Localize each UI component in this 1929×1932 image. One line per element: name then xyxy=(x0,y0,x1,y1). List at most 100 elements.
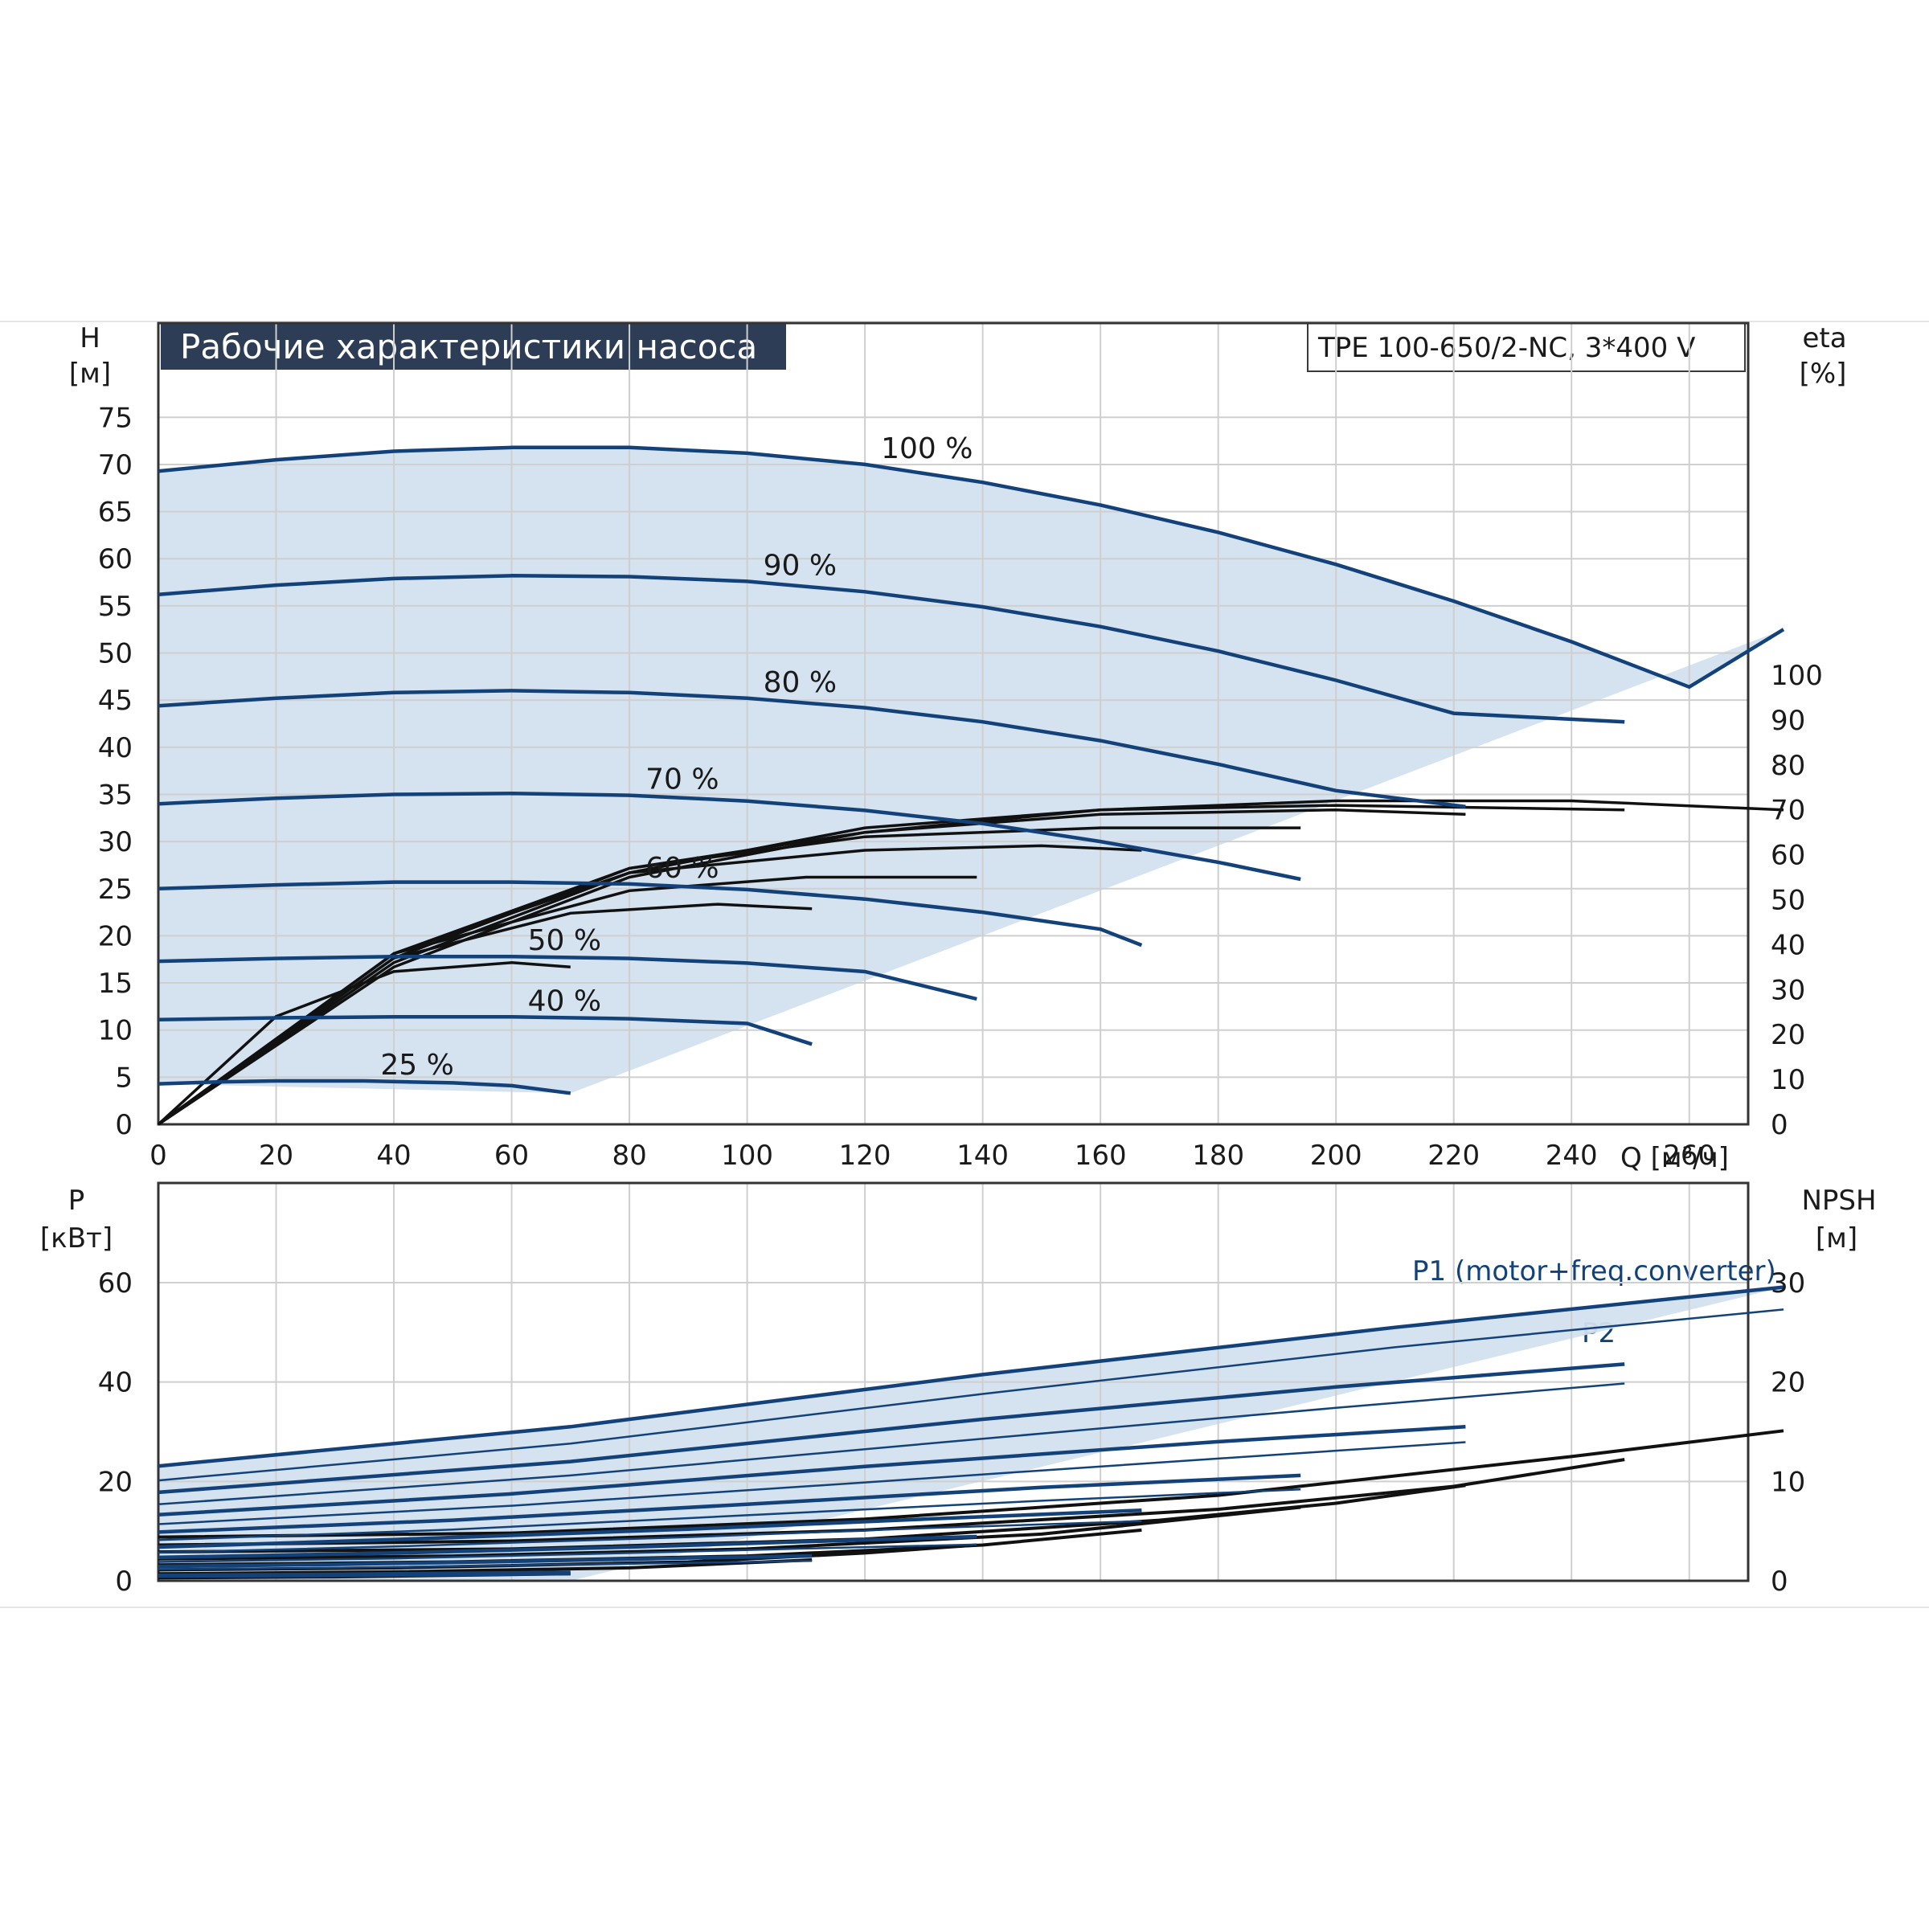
x-tick: 160 xyxy=(1075,1140,1127,1172)
npsh-curve xyxy=(158,1429,1784,1539)
speed-curve xyxy=(158,574,1625,724)
lower-y-left-tick: 0 xyxy=(115,1566,133,1598)
lower-frame xyxy=(157,1181,1750,1582)
p2-curve xyxy=(158,1488,1301,1541)
x-tick: 240 xyxy=(1546,1140,1598,1172)
p1-curve xyxy=(158,1285,1784,1468)
efficiency-curve xyxy=(157,961,571,1126)
upper-y-left-tick: 65 xyxy=(98,497,133,529)
speed-curve xyxy=(158,880,1143,948)
upper-y-right-tick: 100 xyxy=(1771,660,1823,692)
upper-y-left-tick: 45 xyxy=(98,685,133,717)
p2-curve xyxy=(158,1543,977,1563)
speed-curve-label: 25 % xyxy=(380,1049,453,1082)
p2-curve xyxy=(158,1308,1784,1482)
lower-y-left-unit: [кВт] xyxy=(40,1222,113,1255)
speed-curve-label: 70 % xyxy=(645,763,719,796)
lower-y-left-tick: 60 xyxy=(98,1267,133,1300)
p2-curve xyxy=(158,1520,1142,1554)
efficiency-curve xyxy=(158,799,1784,1126)
x-tick: 180 xyxy=(1192,1140,1244,1172)
p1-curve xyxy=(158,1362,1625,1495)
upper-y-right-title: eta xyxy=(1802,322,1846,354)
speed-curve xyxy=(158,689,1466,808)
upper-y-left-tick: 70 xyxy=(98,449,133,481)
p2-curve xyxy=(158,1560,813,1571)
speed-curve xyxy=(158,1079,571,1095)
upper-y-right-tick: 80 xyxy=(1771,750,1805,782)
x-tick: 80 xyxy=(612,1140,646,1172)
lower-operating-area xyxy=(158,1287,1784,1581)
speed-curve xyxy=(158,792,1301,882)
p1-curve xyxy=(158,1508,1142,1549)
upper-y-right-tick: 50 xyxy=(1771,885,1805,917)
x-tick: 20 xyxy=(259,1140,293,1172)
upper-y-left-tick: 5 xyxy=(115,1062,133,1094)
lower-y-right-tick: 30 xyxy=(1771,1267,1805,1300)
speed-curve xyxy=(158,1015,813,1046)
npsh-curve xyxy=(158,1505,1301,1561)
model-label: TPE 100-650/2-NC, 3*400 V xyxy=(1317,332,1695,364)
npsh-curve xyxy=(158,1484,1466,1554)
lower-y-left-title: P xyxy=(68,1185,85,1217)
upper-y-right-tick: 0 xyxy=(1771,1109,1788,1141)
upper-y-left-tick: 35 xyxy=(98,779,133,811)
lower-y-right-tick: 10 xyxy=(1771,1466,1805,1498)
upper-y-right-tick: 90 xyxy=(1771,705,1805,737)
efficiency-curve xyxy=(158,804,1625,1126)
speed-curve-label: 40 % xyxy=(528,984,601,1017)
speed-curve-label: 90 % xyxy=(764,549,837,582)
upper-y-left-tick: 50 xyxy=(98,638,133,670)
speed-curve-label: 60 % xyxy=(645,852,719,885)
x-tick: 220 xyxy=(1427,1140,1480,1172)
x-axis-title: Q [м³/ч] xyxy=(1620,1142,1729,1174)
x-tick: 100 xyxy=(721,1140,773,1172)
npsh-curve xyxy=(158,1558,813,1576)
upper-y-left-tick: 40 xyxy=(98,732,133,764)
p1-curve xyxy=(158,1570,571,1578)
p1-curve xyxy=(158,1534,977,1560)
lower-y-left-tick: 20 xyxy=(98,1466,133,1498)
x-tick: 0 xyxy=(149,1140,167,1172)
model-label-box: TPE 100-650/2-NC, 3*400 V xyxy=(1307,322,1746,372)
lower-y-right-tick: 0 xyxy=(1771,1566,1788,1598)
title-background xyxy=(161,323,786,370)
lower-y-left-tick: 40 xyxy=(98,1367,133,1399)
speed-curve xyxy=(158,445,1785,690)
chart-dynamic-layer: 100 % 90 % 80 % 70 % 60 % 50 % 40 % 25 % 0 5 10 15 2… xyxy=(98,321,1823,1598)
upper-y-left-tick: 15 xyxy=(98,968,133,1000)
p1-curve xyxy=(158,1425,1466,1517)
operating-area xyxy=(158,447,1784,1094)
upper-y-left-tick: 55 xyxy=(98,591,133,623)
p2-curve xyxy=(158,1441,1466,1525)
x-tick: 140 xyxy=(956,1140,1009,1172)
upper-y-left-title: H xyxy=(80,322,100,354)
lower-y-right-tick: 20 xyxy=(1771,1367,1805,1399)
speed-curve-label: 50 % xyxy=(528,924,601,957)
upper-y-left-tick: 10 xyxy=(98,1015,133,1047)
npsh-curve xyxy=(158,1458,1625,1547)
upper-y-left-tick: 30 xyxy=(98,826,133,858)
x-tick: 40 xyxy=(376,1140,411,1172)
upper-y-left-tick: 60 xyxy=(98,543,133,575)
speed-curve xyxy=(158,954,977,1001)
upper-y-right-tick: 20 xyxy=(1771,1019,1805,1051)
chart-title: Рабочие характеристики насоса xyxy=(180,327,757,366)
x-tick: 260 xyxy=(1663,1140,1715,1172)
upper-frame xyxy=(157,321,1750,1126)
p1-curve xyxy=(158,1473,1301,1534)
upper-y-right-tick: 40 xyxy=(1771,929,1805,961)
upper-y-left-unit: [м] xyxy=(69,358,111,390)
upper-y-right-tick: 60 xyxy=(1771,840,1805,872)
upper-y-right-unit: [%] xyxy=(1800,358,1847,390)
speed-curve-label: 100 % xyxy=(881,432,973,465)
upper-y-right-tick: 30 xyxy=(1771,974,1805,1006)
x-tick: 200 xyxy=(1310,1140,1362,1172)
lower-y-right-unit: [м] xyxy=(1816,1222,1857,1255)
upper-y-left-tick: 75 xyxy=(98,402,133,434)
efficiency-curve xyxy=(157,875,977,1126)
upper-y-right-tick: 70 xyxy=(1771,795,1805,827)
lower-y-right-title: NPSH xyxy=(1801,1185,1876,1217)
upper-title-box: Рабочие характеристики насоса xyxy=(161,323,786,370)
